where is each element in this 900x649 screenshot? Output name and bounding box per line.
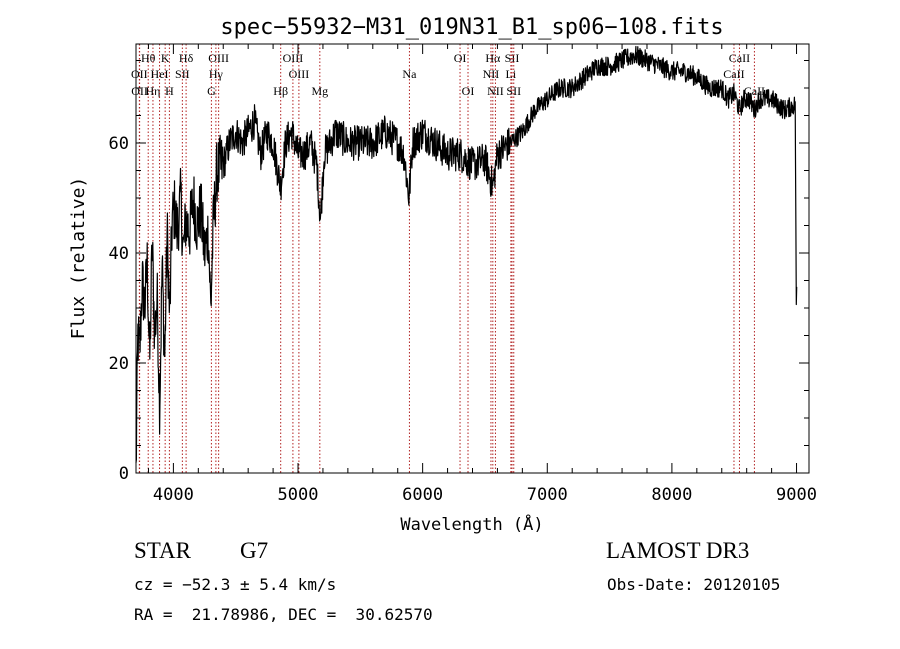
y-tick-label: 40 bbox=[109, 244, 129, 264]
line-label-6: H bbox=[165, 84, 174, 98]
line-label-1: Hη bbox=[145, 84, 160, 98]
line-label-3: OII bbox=[131, 84, 148, 98]
line-label-2: OII bbox=[131, 67, 148, 81]
line-label-17: OI bbox=[454, 51, 467, 65]
line-label-25: CaII bbox=[729, 51, 750, 65]
y-tick-label: 20 bbox=[109, 354, 129, 374]
line-label-14: Hβ bbox=[273, 84, 288, 98]
axis-tick-labels: 4000 5000 6000 7000 8000 9000 0 20 40 60 bbox=[109, 134, 817, 505]
x-tick-label: 4000 bbox=[153, 485, 194, 505]
survey-name: LAMOST DR3 bbox=[606, 538, 750, 563]
line-label-13: OIII bbox=[289, 67, 310, 81]
line-label-23: Li bbox=[506, 67, 517, 81]
line-label-5: K bbox=[161, 51, 170, 65]
line-label-0: Hθ bbox=[141, 51, 156, 65]
line-label-15: Mg bbox=[311, 84, 328, 98]
line-label-11: G bbox=[207, 84, 216, 98]
line-label-27: CaII bbox=[744, 84, 765, 98]
line-label-4: HeI bbox=[151, 67, 169, 81]
x-tick-label: 9000 bbox=[776, 485, 817, 505]
object-class: STAR bbox=[134, 538, 191, 563]
line-label-24: SII bbox=[506, 84, 521, 98]
line-label-19: Hα bbox=[485, 51, 501, 65]
x-tick-label: 6000 bbox=[402, 485, 443, 505]
redshift-velocity: cz = −52.3 ± 5.4 km/s bbox=[134, 575, 337, 594]
line-label-26: CaII bbox=[723, 67, 744, 81]
spectrum-line bbox=[135, 45, 798, 463]
y-axis-label: Flux (relative) bbox=[68, 177, 89, 340]
line-label-21: NII bbox=[487, 84, 504, 98]
y-tick-label: 0 bbox=[119, 464, 129, 484]
axis-ticks bbox=[136, 44, 809, 474]
x-tick-label: 7000 bbox=[527, 485, 568, 505]
line-label-18: OI bbox=[462, 84, 475, 98]
plot-frame bbox=[135, 43, 810, 474]
x-axis-label: Wavelength (Å) bbox=[400, 513, 543, 535]
object-subclass: G7 bbox=[240, 538, 269, 563]
line-label-10: Hγ bbox=[209, 67, 224, 81]
line-label-12: OIII bbox=[283, 51, 304, 65]
line-label-7: Hδ bbox=[179, 51, 194, 65]
chart-title: spec−55932−M31_019N31_B1_sp06−108.fits bbox=[220, 15, 723, 40]
y-tick-label: 60 bbox=[109, 134, 129, 154]
line-label-9: OIII bbox=[208, 51, 229, 65]
x-tick-label: 5000 bbox=[278, 485, 319, 505]
coordinates: RA = 21.78986, DEC = 30.62570 bbox=[134, 605, 433, 624]
observation-date: Obs-Date: 20120105 bbox=[607, 575, 781, 594]
line-label-16: Na bbox=[402, 67, 417, 81]
line-label-22: SII bbox=[505, 51, 520, 65]
x-tick-label: 8000 bbox=[651, 485, 692, 505]
line-label-20: NII bbox=[483, 67, 500, 81]
line-label-8: SII bbox=[175, 67, 190, 81]
